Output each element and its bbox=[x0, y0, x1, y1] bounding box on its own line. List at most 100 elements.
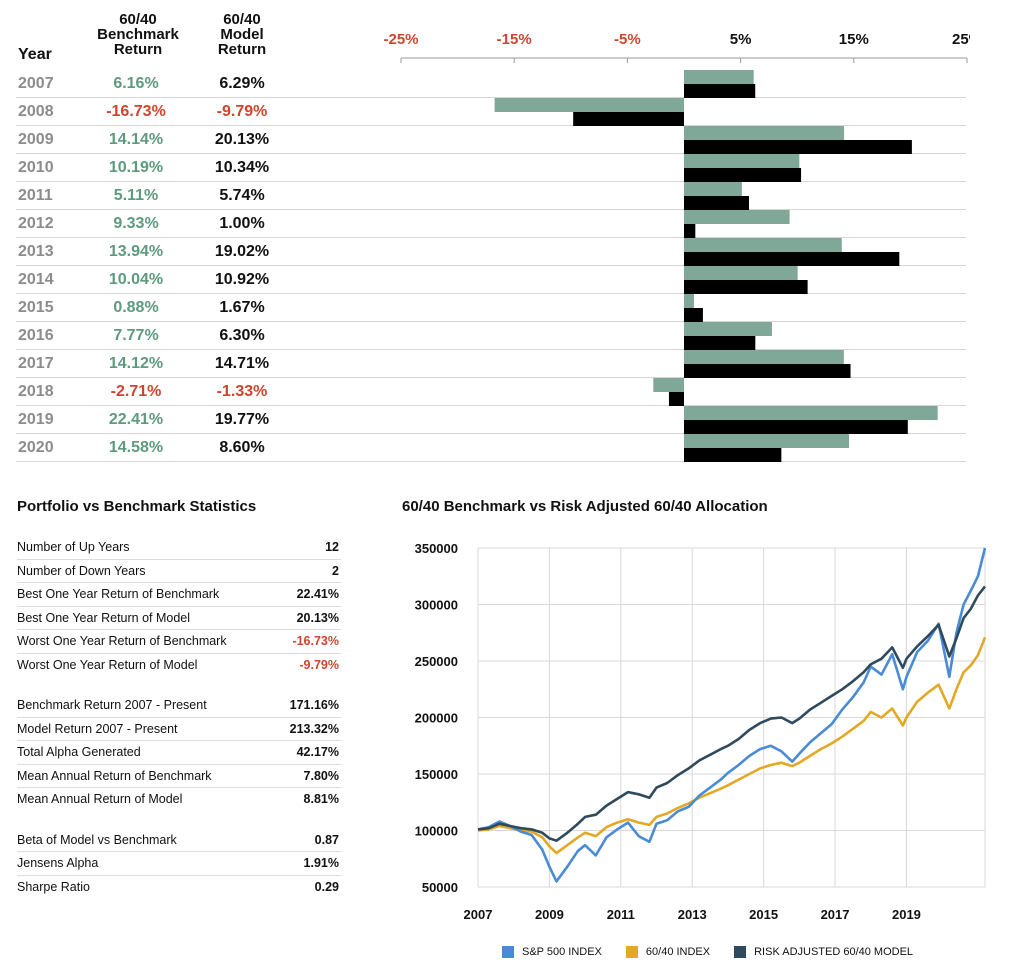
benchmark-bar-2014 bbox=[684, 266, 798, 280]
stats-value: 213.32% bbox=[289, 721, 339, 736]
model-bar-2017 bbox=[684, 364, 851, 378]
stats-label: Jensens Alpha bbox=[17, 856, 99, 870]
row-year: 2015 bbox=[18, 299, 54, 316]
stats-row: Mean Annual Return of Benchmark 7.80% bbox=[17, 765, 341, 788]
y-tick-label: 350000 bbox=[415, 541, 458, 556]
y-tick-label: 250000 bbox=[415, 654, 458, 669]
model-bar-2009 bbox=[684, 140, 912, 154]
stats-value: 2 bbox=[332, 563, 339, 578]
model-bar-2011 bbox=[684, 196, 749, 210]
benchmark-bar-2018 bbox=[653, 378, 684, 392]
legend-item: 60/40 INDEX bbox=[625, 946, 710, 958]
row-year: 2019 bbox=[18, 411, 54, 428]
series-line-0 bbox=[477, 547, 987, 883]
bar-x-tick-label: 5% bbox=[730, 31, 752, 48]
model-bar-2016 bbox=[684, 336, 756, 350]
row-year: 2012 bbox=[18, 215, 54, 232]
model-bar-2012 bbox=[684, 224, 696, 238]
stats-value: 1.91% bbox=[303, 856, 339, 870]
returns-row-2008: 2008 -16.73% -9.79% bbox=[16, 98, 966, 126]
y-tick-label: 200000 bbox=[415, 711, 458, 726]
row-year: 2020 bbox=[18, 439, 54, 456]
stats-row: Benchmark Return 2007 - Present 171.16% bbox=[17, 694, 341, 718]
benchmark-bar-2013 bbox=[684, 238, 842, 252]
row-model-return: 10.34% bbox=[214, 159, 270, 176]
returns-row-2014: 2014 10.04% 10.92% bbox=[16, 266, 966, 294]
row-benchmark-return: 13.94% bbox=[108, 243, 164, 260]
bar-x-tick-label: -15% bbox=[497, 31, 532, 48]
row-year: 2011 bbox=[18, 187, 53, 204]
header-model-return: 60/40 Model Return bbox=[217, 11, 267, 58]
stats-value: 7.80% bbox=[303, 768, 339, 783]
x-tick-label: 2011 bbox=[607, 907, 635, 922]
benchmark-bar-2010 bbox=[684, 154, 800, 168]
x-tick-label: 2013 bbox=[678, 907, 707, 922]
stats-label: Beta of Model vs Benchmark bbox=[17, 832, 177, 847]
returns-row-2018: 2018 -2.71% -1.33% bbox=[16, 378, 966, 406]
row-benchmark-return: 6.16% bbox=[113, 75, 159, 92]
stats-label: Best One Year Return of Benchmark bbox=[17, 587, 220, 601]
legend-label: S&P 500 INDEX bbox=[522, 946, 602, 958]
y-tick-label: 50000 bbox=[422, 880, 458, 895]
model-bar-2014 bbox=[684, 280, 808, 294]
row-model-return: -9.79% bbox=[216, 103, 268, 120]
series-line-1 bbox=[477, 636, 987, 855]
model-bar-2008 bbox=[573, 112, 684, 126]
stats-value: 22.41% bbox=[296, 587, 339, 601]
row-year: 2008 bbox=[18, 103, 54, 120]
stats-title: Portfolio vs Benchmark Statistics bbox=[17, 498, 257, 515]
returns-row-2019: 2019 22.41% 19.77% bbox=[16, 406, 966, 434]
y-tick-label: 300000 bbox=[415, 598, 458, 613]
stats-row: Best One Year Return of Benchmark 22.41% bbox=[17, 583, 341, 607]
row-year: 2014 bbox=[18, 271, 54, 288]
x-tick-label: 2015 bbox=[749, 907, 778, 922]
stats-row: Number of Down Years 2 bbox=[17, 560, 341, 583]
model-bar-2007 bbox=[684, 84, 756, 98]
returns-row-2011: 2011 5.11% 5.74% bbox=[16, 182, 966, 210]
benchmark-bar-2017 bbox=[684, 350, 844, 364]
stats-row: Sharpe Ratio 0.29 bbox=[17, 876, 341, 900]
row-benchmark-return: 9.33% bbox=[113, 215, 159, 232]
y-tick-label: 100000 bbox=[415, 824, 458, 839]
row-model-return: 1.67% bbox=[219, 299, 265, 316]
benchmark-bar-2008 bbox=[494, 98, 684, 112]
row-model-return: 14.71% bbox=[214, 355, 270, 372]
row-benchmark-return: -2.71% bbox=[110, 383, 162, 400]
stats-label: Sharpe Ratio bbox=[17, 879, 90, 894]
stats-row: Mean Annual Return of Model 8.81% bbox=[17, 788, 341, 812]
stats-row: Worst One Year Return of Benchmark -16.73… bbox=[17, 630, 341, 654]
stats-row: Model Return 2007 - Present 213.32% bbox=[17, 718, 341, 741]
row-year: 2016 bbox=[18, 327, 54, 344]
bar-x-tick-label: 25% bbox=[952, 31, 970, 48]
y-tick-label: 150000 bbox=[415, 767, 458, 782]
stats-table: Number of Up Years 12 Number of Down Years… bbox=[17, 536, 341, 899]
benchmark-bar-2011 bbox=[684, 182, 742, 196]
benchmark-bar-2012 bbox=[684, 210, 790, 224]
stats-value: 8.81% bbox=[303, 792, 339, 806]
returns-row-2009: 2009 14.14% 20.13% bbox=[16, 126, 966, 154]
row-benchmark-return: 10.04% bbox=[108, 271, 164, 288]
row-model-return: 10.92% bbox=[214, 271, 270, 288]
row-year: 2010 bbox=[18, 159, 54, 176]
row-model-return: 8.60% bbox=[219, 439, 265, 456]
stats-value: -9.79% bbox=[299, 657, 339, 672]
stats-label: Mean Annual Return of Benchmark bbox=[17, 768, 212, 783]
model-bar-2013 bbox=[684, 252, 900, 266]
row-model-return: 19.77% bbox=[214, 411, 270, 428]
row-model-return: 6.30% bbox=[219, 327, 265, 344]
benchmark-bar-2009 bbox=[684, 126, 845, 140]
legend-swatch bbox=[625, 946, 638, 958]
series-line-2 bbox=[477, 585, 987, 843]
row-year: 2018 bbox=[18, 383, 54, 400]
row-year: 2013 bbox=[18, 243, 54, 260]
legend-item: RISK ADJUSTED 60/40 MODEL bbox=[734, 946, 913, 958]
legend-swatch bbox=[502, 946, 514, 958]
bar-x-tick-label: 15% bbox=[839, 31, 869, 48]
returns-row-2015: 2015 0.88% 1.67% bbox=[16, 294, 966, 322]
returns-row-2010: 2010 10.19% 10.34% bbox=[16, 154, 966, 182]
stats-label: Mean Annual Return of Model bbox=[17, 792, 183, 806]
line-chart-title: 60/40 Benchmark vs Risk Adjusted 60/40 A… bbox=[402, 498, 768, 515]
x-tick-label: 2017 bbox=[821, 907, 850, 922]
model-bar-2010 bbox=[684, 168, 802, 182]
row-model-return: 5.74% bbox=[219, 187, 265, 204]
